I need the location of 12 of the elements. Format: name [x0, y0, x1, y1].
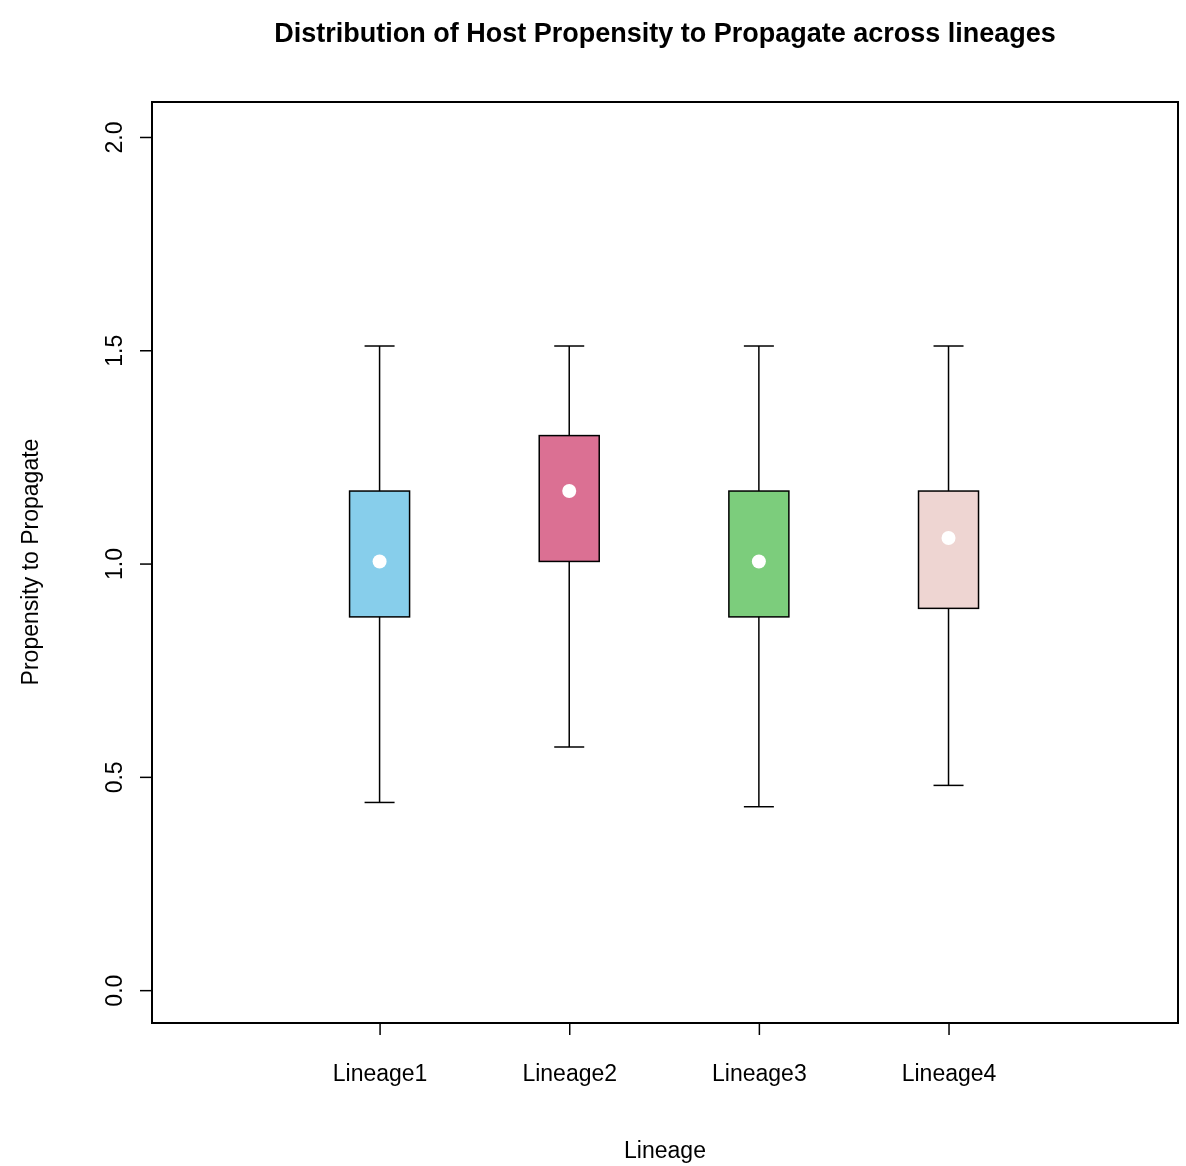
y-axis-title: Propensity to Propagate — [17, 438, 43, 686]
y-tick-label: 2.0 — [101, 121, 128, 154]
x-tick-label: Lineage3 — [712, 1060, 807, 1087]
x-tick-label: Lineage1 — [332, 1060, 428, 1087]
y-tick-label: 1.0 — [101, 548, 128, 581]
chart-title: Distribution of Host Propensity to Propagate across lineages — [274, 18, 1056, 48]
y-tick-label: 1.5 — [101, 334, 128, 367]
y-tick-label: 0.5 — [101, 761, 128, 794]
y-tick-label: 0.0 — [101, 974, 128, 1007]
x-tick-label: Lineage2 — [522, 1060, 618, 1087]
x-axis-title: Lineage — [624, 1137, 706, 1163]
x-tick-label: Lineage4 — [901, 1060, 997, 1087]
